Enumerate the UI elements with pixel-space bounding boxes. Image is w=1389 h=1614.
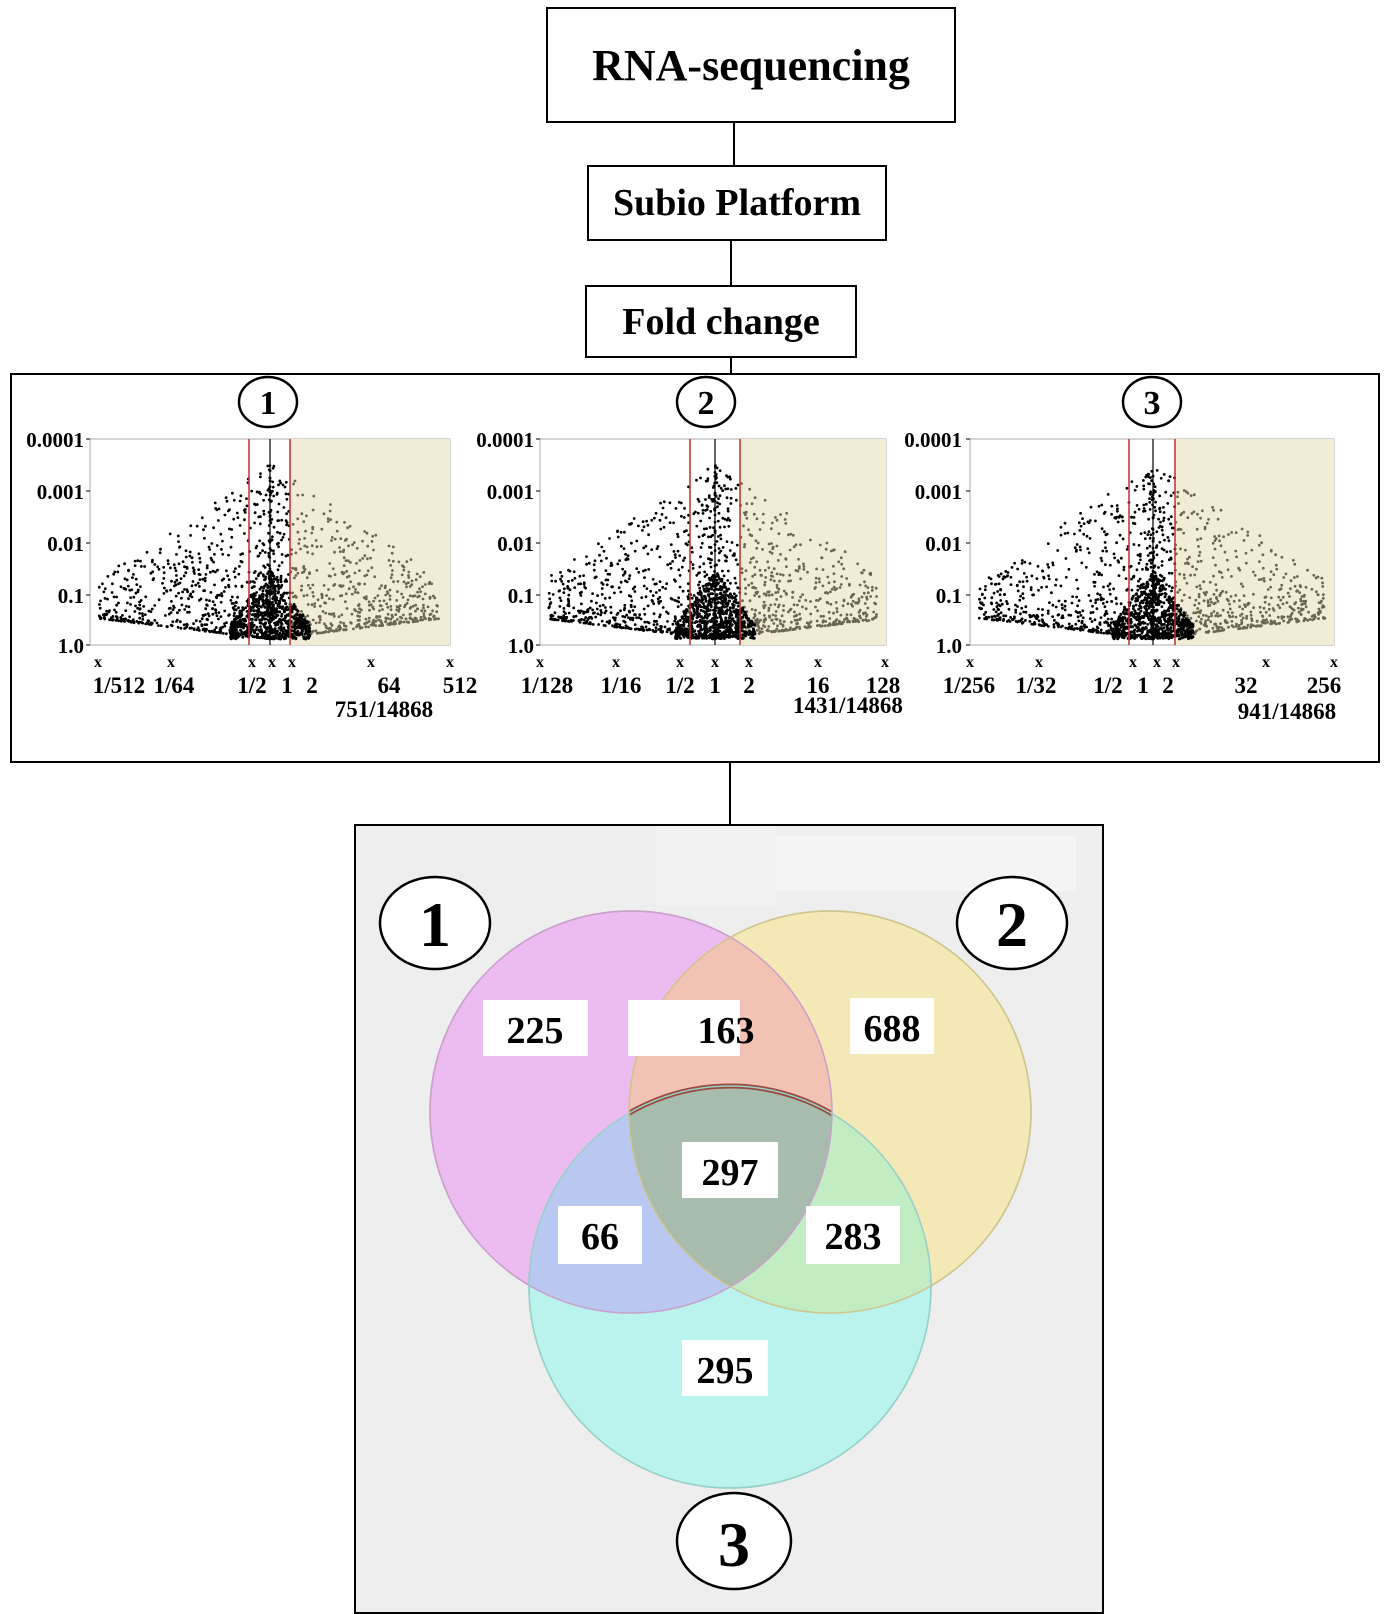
rna-sequencing-box: RNA-sequencing (546, 7, 956, 123)
volcano-plot-label-3: 3 (1144, 385, 1161, 422)
connector-4 (729, 763, 731, 824)
volcano-xtick-label: 1/256 (943, 673, 995, 698)
volcano-xtick-mark: x (966, 654, 974, 671)
volcano-xtick-label: 1 (281, 673, 293, 698)
venn-count-only-2: 688 (864, 1008, 921, 1050)
volcano-plot-2: 20.00010.0010.010.11.0x1/128x1/16x1/2x1x… (476, 377, 903, 718)
volcano-xtick-mark: x (446, 654, 454, 671)
venn-count-1-and-2: 163 (698, 1010, 755, 1052)
volcano-xtick-label: 1/16 (601, 673, 642, 698)
volcano-xtick-label: 1 (709, 673, 721, 698)
volcano-xtick-mark: x (167, 654, 175, 671)
volcano-xtick-mark: x (745, 654, 753, 671)
volcano-xtick-label: 512 (443, 673, 478, 698)
volcano-xtick-label: 32 (1235, 673, 1258, 698)
volcano-xtick-mark: x (814, 654, 822, 671)
venn-diagram-svg: 225 163 688 297 66 283 295 1 2 3 (356, 826, 1102, 1612)
venn-count-only-3: 295 (697, 1350, 754, 1392)
volcano-xtick-label: 1/2 (237, 673, 266, 698)
volcano-count-1: 751/14868 (335, 697, 433, 722)
volcano-ytick-label: 0.0001 (476, 428, 534, 452)
venn-count-2-and-3: 283 (825, 1216, 882, 1258)
connector-1 (733, 123, 735, 165)
volcano-xtick-label: 1/2 (1093, 673, 1122, 698)
volcano-xtick-label: 64 (378, 673, 402, 698)
volcano-xtick-mark: x (881, 654, 889, 671)
volcano-xtick-label: 2 (306, 673, 318, 698)
volcano-ytick-label: 0.01 (497, 532, 534, 556)
venn-set-label-3: 3 (718, 1509, 750, 1580)
venn-set-label-2: 2 (996, 889, 1028, 960)
volcano-plot-label-1: 1 (260, 385, 277, 422)
volcano-ytick-label: 0.0001 (26, 428, 84, 452)
fold-change-label: Fold change (622, 300, 819, 344)
volcano-xtick-label: 1/64 (154, 673, 195, 698)
connector-2 (730, 241, 732, 285)
venn-count-all: 297 (702, 1152, 759, 1194)
volcano-xtick-label: 256 (1307, 673, 1342, 698)
volcano-ytick-label: 0.01 (47, 532, 84, 556)
volcano-ytick-label: 0.01 (925, 532, 962, 556)
volcano-plot-3: 30.00010.0010.010.11.0x1/256x1/32x1/2x1x… (904, 377, 1341, 724)
volcano-count-3: 941/14868 (1238, 699, 1336, 724)
volcano-ytick-label: 0.001 (915, 480, 962, 504)
volcano-plot-1: 10.00010.0010.010.11.0x1/512x1/64x1/2x1x… (26, 377, 477, 722)
volcano-plot-label-2: 2 (698, 385, 715, 422)
volcano-xtick-label: 2 (1162, 673, 1174, 698)
volcano-ytick-label: 0.1 (936, 584, 962, 608)
volcano-xtick-label: 1/32 (1016, 673, 1057, 698)
volcano-xtick-mark: x (1035, 654, 1043, 671)
volcano-count-2: 1431/14868 (793, 693, 903, 718)
volcano-xtick-label: 1/128 (521, 673, 573, 698)
volcano-ytick-label: 1.0 (58, 634, 84, 658)
volcano-xtick-mark: x (1129, 654, 1137, 671)
volcano-plots-svg: 10.00010.0010.010.11.0x1/512x1/64x1/2x1x… (12, 375, 1378, 761)
venn-diagram-panel: 225 163 688 297 66 283 295 1 2 3 (354, 824, 1104, 1614)
volcano-xtick-mark: x (248, 654, 256, 671)
rna-sequencing-label: RNA-sequencing (592, 40, 910, 91)
volcano-ytick-label: 0.1 (58, 584, 84, 608)
volcano-xtick-mark: x (268, 654, 276, 671)
volcano-xtick-label: 1/512 (93, 673, 145, 698)
volcano-xtick-mark: x (711, 654, 719, 671)
volcano-xtick-mark: x (288, 654, 296, 671)
volcano-ytick-label: 1.0 (508, 634, 534, 658)
volcano-ytick-label: 0.001 (37, 480, 84, 504)
volcano-xtick-mark: x (94, 654, 102, 671)
volcano-xtick-mark: x (612, 654, 620, 671)
volcano-xtick-mark: x (1172, 654, 1180, 671)
venn-count-1-and-3: 66 (581, 1216, 619, 1258)
volcano-xtick-label: 1/2 (665, 673, 694, 698)
volcano-ytick-label: 0.1 (508, 584, 534, 608)
venn-set-label-1: 1 (419, 889, 451, 960)
volcano-xtick-mark: x (367, 654, 375, 671)
subio-platform-box: Subio Platform (587, 165, 887, 241)
subio-platform-label: Subio Platform (613, 181, 861, 225)
volcano-ytick-label: 1.0 (936, 634, 962, 658)
volcano-xtick-mark: x (536, 654, 544, 671)
volcano-ytick-label: 0.0001 (904, 428, 962, 452)
volcano-xtick-label: 2 (743, 673, 755, 698)
volcano-xtick-mark: x (676, 654, 684, 671)
connector-3 (730, 358, 732, 374)
venn-count-only-1: 225 (507, 1010, 564, 1052)
volcano-xtick-mark: x (1330, 654, 1338, 671)
volcano-xtick-mark: x (1153, 654, 1161, 671)
volcano-xtick-label: 1 (1137, 673, 1149, 698)
volcano-xtick-mark: x (1262, 654, 1270, 671)
volcano-ytick-label: 0.001 (487, 480, 534, 504)
fold-change-box: Fold change (585, 285, 857, 358)
